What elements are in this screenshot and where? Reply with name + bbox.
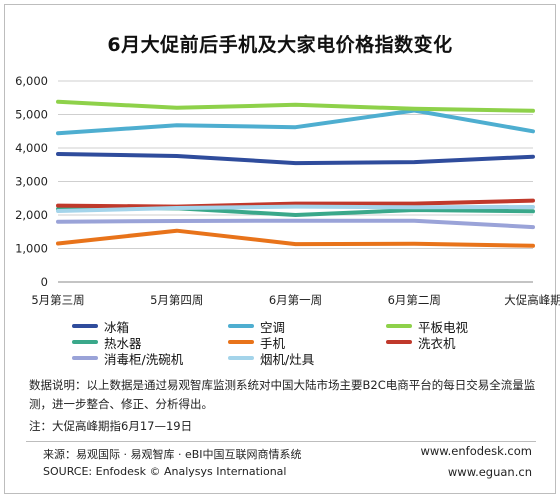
series-line-0 bbox=[56, 152, 535, 166]
series-line-5 bbox=[56, 198, 535, 209]
website-enfodesk: www.enfodesk.com bbox=[420, 444, 532, 458]
legend-item: 洗衣机 bbox=[386, 334, 456, 351]
chart-legend: 冰箱 空调 平板电视热水器 手机 洗衣机消毒柜/洗碗机 烟机/灶具 bbox=[0, 318, 560, 367]
website-eguan: www.eguan.cn bbox=[447, 465, 532, 479]
x-tick-label: 大促高峰期 bbox=[504, 293, 560, 307]
legend-label: 手机 bbox=[260, 335, 286, 351]
legend-label: 空调 bbox=[260, 319, 286, 335]
x-tick-label: 6月第一周 bbox=[269, 293, 322, 307]
chart-title: 6月大促前后手机及大家电价格指数变化 bbox=[107, 34, 453, 56]
source-en: SOURCE: Enfodesk © Analysys Internationa… bbox=[43, 465, 287, 478]
data-description: 数据说明：以上数据是通过易观智库监测系统对中国大陆市场主要B2C电商平台的每日交… bbox=[29, 378, 536, 411]
legend-item: 消毒柜/洗碗机 bbox=[72, 350, 184, 367]
legend-label: 平板电视 bbox=[418, 319, 469, 335]
legend-label: 消毒柜/洗碗机 bbox=[104, 351, 184, 367]
legend-label: 热水器 bbox=[104, 335, 142, 351]
legend-item: 冰箱 bbox=[72, 318, 130, 335]
legend-label: 冰箱 bbox=[104, 319, 130, 335]
x-tick-label: 5月第四周 bbox=[150, 293, 203, 307]
chart-series-layer bbox=[56, 99, 535, 248]
y-tick-label: 0 bbox=[41, 275, 48, 289]
source-cn: 来源：易观国际 · 易观智库 · eBI中国互联网商情系统 bbox=[43, 448, 302, 461]
legend-swatch bbox=[72, 340, 98, 344]
legend-swatch bbox=[228, 356, 254, 360]
chart-axes: 0 1,000 2,000 3,000 4,000 5,000 6,000 5月第三周 5月第四… bbox=[15, 74, 560, 307]
footer-divider bbox=[26, 441, 536, 442]
legend-swatch bbox=[386, 324, 412, 328]
series-line-6 bbox=[56, 218, 535, 230]
legend-swatch bbox=[228, 340, 254, 344]
legend-swatch bbox=[228, 324, 254, 328]
y-tick-label: 1,000 bbox=[15, 242, 48, 256]
legend-label: 洗衣机 bbox=[418, 335, 456, 351]
y-tick-label: 5,000 bbox=[15, 108, 48, 122]
footnote: 注：大促高峰期指6月17—19日 bbox=[29, 419, 193, 433]
legend-swatch bbox=[72, 324, 98, 328]
series-line-4 bbox=[56, 228, 535, 248]
line-chart: 0 1,000 2,000 3,000 4,000 5,000 6,000 5月第三周 5月第四… bbox=[15, 74, 560, 307]
legend-swatch bbox=[72, 356, 98, 360]
legend-label: 烟机/灶具 bbox=[260, 351, 315, 367]
series-line-1 bbox=[56, 108, 535, 136]
legend-item: 烟机/灶具 bbox=[228, 350, 315, 367]
x-tick-label: 6月第二周 bbox=[388, 293, 441, 307]
legend-item: 空调 bbox=[228, 318, 286, 335]
legend-swatch bbox=[386, 340, 412, 344]
y-tick-label: 3,000 bbox=[15, 175, 48, 189]
legend-item: 手机 bbox=[228, 334, 286, 351]
y-tick-label: 4,000 bbox=[15, 141, 48, 155]
series-line-2 bbox=[56, 99, 535, 113]
legend-item: 热水器 bbox=[72, 334, 142, 351]
y-tick-label: 6,000 bbox=[15, 74, 48, 88]
x-tick-label: 5月第三周 bbox=[31, 293, 84, 307]
legend-item: 平板电视 bbox=[386, 318, 469, 335]
y-tick-label: 2,000 bbox=[15, 208, 48, 222]
series-line-7 bbox=[56, 204, 535, 213]
